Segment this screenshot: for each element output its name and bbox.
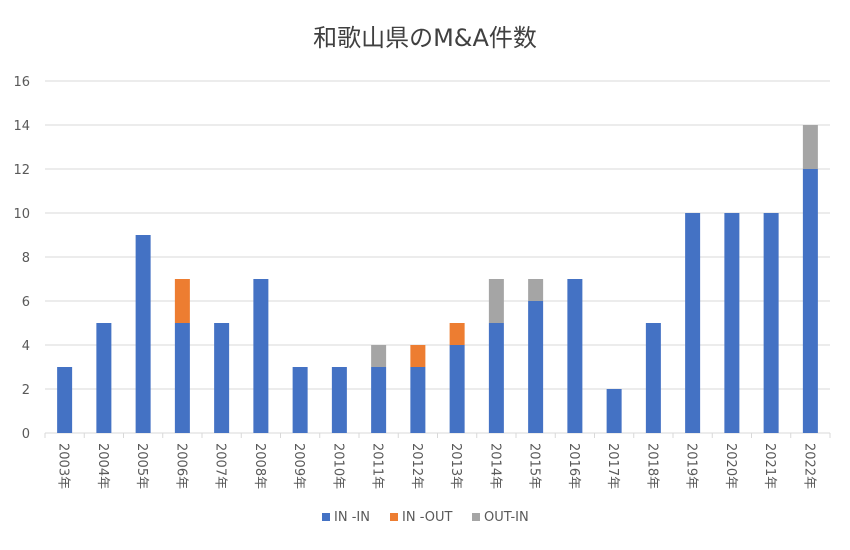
x-tick-label: 2015年	[527, 443, 542, 489]
x-tick-label: 2006年	[173, 443, 188, 489]
bar-segment	[528, 301, 544, 433]
legend-swatch	[390, 513, 398, 521]
x-tick-label: 2004年	[95, 443, 110, 489]
bar-segment	[371, 367, 387, 433]
legend-swatch	[472, 513, 480, 521]
bar-segment	[685, 213, 701, 433]
x-tick-label: 2016年	[566, 443, 581, 489]
y-tick-label: 6	[22, 295, 30, 310]
x-tick-label: 2003年	[56, 443, 71, 489]
bar-segment	[135, 235, 151, 433]
y-tick-label: 12	[13, 163, 30, 178]
y-tick-label: 2	[22, 383, 30, 398]
y-tick-label: 8	[22, 251, 30, 266]
bar-segment	[488, 279, 504, 323]
x-tick-label: 2005年	[134, 443, 149, 489]
x-tick-label: 2021年	[762, 443, 777, 489]
x-tick-label: 2019年	[684, 443, 699, 489]
x-tick-label: 2009年	[291, 443, 306, 489]
y-tick-label: 16	[13, 75, 30, 90]
bar-segment	[410, 367, 426, 433]
legend-label: IN -OUT	[402, 510, 452, 525]
bar-segment	[253, 279, 269, 433]
bar-segment	[488, 323, 504, 433]
y-tick-label: 0	[22, 427, 30, 442]
bar-segment	[449, 345, 465, 433]
y-tick-label: 4	[22, 339, 30, 354]
x-tick-label: 2013年	[448, 443, 463, 489]
bar-segment	[802, 169, 818, 433]
bar-segment	[174, 279, 190, 323]
bar-segment	[174, 323, 190, 433]
bar-segment	[57, 367, 73, 433]
legend-label: OUT-IN	[484, 510, 529, 525]
bar-segment	[724, 213, 740, 433]
x-tick-label: 2007年	[213, 443, 228, 489]
y-tick-label: 10	[13, 207, 30, 222]
bar-segment	[410, 345, 426, 367]
legend-swatch	[322, 513, 330, 521]
x-tick-label: 2012年	[409, 443, 424, 489]
bar-segment	[763, 213, 779, 433]
x-tick-label: 2011年	[370, 443, 385, 489]
bar-segment	[331, 367, 347, 433]
x-tick-label: 2008年	[252, 443, 267, 489]
bar-segment	[96, 323, 112, 433]
x-tick-label: 2017年	[605, 443, 620, 489]
bar-segment	[214, 323, 230, 433]
bar-segment	[606, 389, 622, 433]
chart-title: 和歌山県のM&A件数	[313, 24, 537, 52]
y-tick-label: 14	[13, 119, 30, 134]
x-tick-label: 2014年	[487, 443, 502, 489]
legend-label: IN -IN	[334, 510, 370, 525]
bar-segment	[645, 323, 661, 433]
bar-segment	[371, 345, 387, 367]
bar-segment	[528, 279, 544, 301]
x-tick-label: 2020年	[723, 443, 738, 489]
bar-segment	[802, 125, 818, 169]
bar-segment	[292, 367, 308, 433]
bar-segment	[567, 279, 583, 433]
x-tick-label: 2018年	[644, 443, 659, 489]
x-tick-label: 2022年	[801, 443, 816, 489]
bar-segment	[449, 323, 465, 345]
x-tick-label: 2010年	[330, 443, 345, 489]
